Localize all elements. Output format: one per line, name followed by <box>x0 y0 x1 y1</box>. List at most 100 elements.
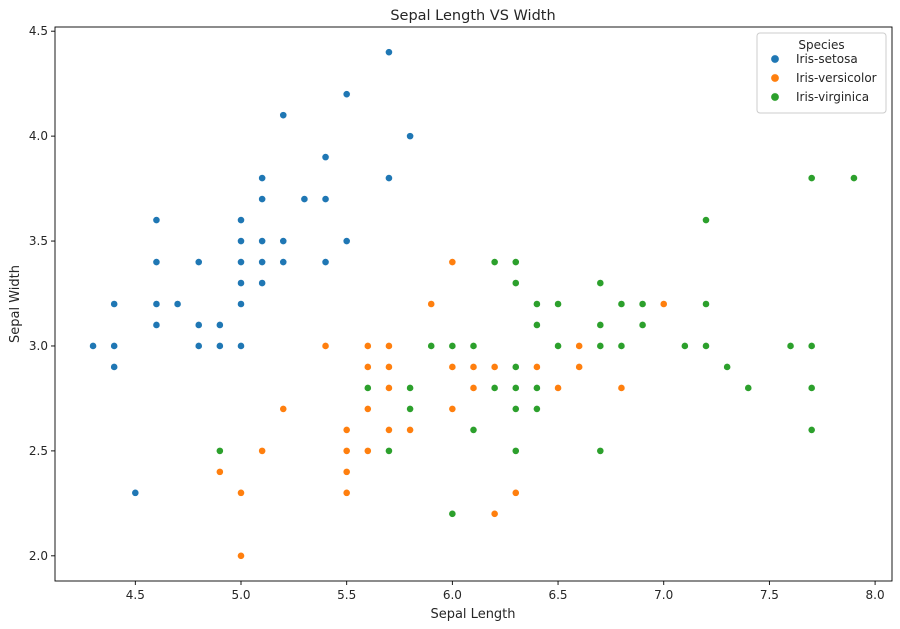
point-iris-virginica-49 <box>427 342 436 350</box>
point-iris-setosa-45 <box>194 342 203 350</box>
point-iris-versicolor-34 <box>321 342 330 350</box>
point-iris-setosa-4 <box>237 216 245 224</box>
point-iris-versicolor-19 <box>363 446 372 455</box>
point-iris-virginica-8 <box>596 446 605 455</box>
y-axis-label: Sepal Width <box>8 265 23 343</box>
point-iris-virginica-45 <box>596 342 605 350</box>
point-iris-versicolor-3 <box>342 488 351 497</box>
point-iris-setosa-26 <box>237 258 245 266</box>
legend-items: Iris-setosa Iris-versicolor Iris-virginica <box>770 52 877 104</box>
point-iris-virginica-25 <box>702 300 710 308</box>
legend-marker <box>770 73 780 83</box>
point-iris-versicolor-29 <box>385 426 393 434</box>
point-iris-setosa-6 <box>152 258 161 266</box>
point-iris-virginica-11 <box>533 405 541 413</box>
point-iris-versicolor-7 <box>215 467 224 476</box>
legend-title: Species <box>798 38 844 52</box>
point-iris-virginica-32 <box>533 384 541 392</box>
point-iris-virginica-5 <box>786 342 795 350</box>
y-axis: 2.0 2.5 3.0 3.5 4.0 4.5 <box>29 24 55 563</box>
point-iris-virginica-12 <box>617 342 626 350</box>
point-iris-virginica-10 <box>554 300 562 308</box>
point-iris-setosa-30 <box>194 321 203 329</box>
point-iris-virginica-20 <box>638 300 647 308</box>
point-iris-virginica-37 <box>533 321 541 329</box>
x-tick-label: 6.5 <box>548 588 567 602</box>
x-tick-label: 8.0 <box>866 588 885 602</box>
point-iris-versicolor-46 <box>385 363 393 371</box>
x-tick-label: 6.0 <box>443 588 462 602</box>
point-iris-versicolor-45 <box>385 342 393 350</box>
point-iris-virginica-31 <box>850 174 858 182</box>
point-iris-virginica-13 <box>385 446 393 455</box>
point-iris-versicolor-0 <box>659 300 668 308</box>
point-iris-virginica-14 <box>406 384 414 392</box>
point-iris-setosa-25 <box>237 342 245 350</box>
x-tick-label: 5.5 <box>337 588 356 602</box>
point-iris-versicolor-47 <box>490 363 499 371</box>
x-tick-label: 4.5 <box>126 588 145 602</box>
point-iris-setosa-13 <box>89 342 97 350</box>
point-iris-versicolor-20 <box>427 300 436 308</box>
point-iris-virginica-43 <box>617 300 626 308</box>
point-iris-versicolor-23 <box>469 384 478 392</box>
point-iris-setosa-14 <box>406 132 414 141</box>
point-iris-versicolor-49 <box>385 384 393 392</box>
point-iris-virginica-29 <box>702 342 710 350</box>
y-tick-label: 2.5 <box>29 444 48 458</box>
point-iris-versicolor-35 <box>448 258 457 266</box>
point-iris-setosa-39 <box>258 258 267 266</box>
plot-frame <box>54 26 893 582</box>
y-tick-label: 3.5 <box>29 234 48 248</box>
y-tick-label: 3.0 <box>29 339 48 353</box>
x-axis-label: Sepal Length <box>430 607 515 622</box>
point-iris-versicolor-26 <box>617 384 626 392</box>
point-iris-setosa-3 <box>152 321 161 329</box>
point-iris-virginica-3 <box>511 363 520 371</box>
point-iris-virginica-40 <box>596 321 605 329</box>
point-iris-virginica-36 <box>511 258 520 266</box>
point-iris-setosa-41 <box>131 488 140 497</box>
y-tick-label: 4.0 <box>29 129 48 143</box>
point-iris-virginica-2 <box>680 342 689 350</box>
y-tick-label: 2.0 <box>29 549 48 563</box>
point-iris-virginica-22 <box>807 384 816 392</box>
point-iris-virginica-7 <box>723 363 732 371</box>
point-iris-setosa-8 <box>110 363 119 371</box>
point-iris-setosa-49 <box>237 279 245 287</box>
point-iris-versicolor-38 <box>363 342 372 350</box>
point-iris-setosa-22 <box>152 216 161 224</box>
x-tick-label: 5.0 <box>231 588 250 602</box>
legend-label: Iris-virginica <box>796 90 869 104</box>
point-iris-setosa-17 <box>258 237 267 245</box>
x-tick-label: 7.0 <box>654 588 673 602</box>
point-iris-setosa-37 <box>215 321 224 329</box>
point-iris-versicolor-24 <box>533 363 541 371</box>
point-iris-setosa-16 <box>321 153 330 162</box>
point-iris-versicolor-39 <box>342 446 351 455</box>
point-iris-versicolor-28 <box>448 363 457 371</box>
point-iris-virginica-15 <box>533 300 541 308</box>
legend-marker <box>770 54 780 64</box>
chart-title: Sepal Length VS Width <box>390 8 555 24</box>
point-iris-virginica-0 <box>511 279 520 287</box>
point-iris-versicolor-10 <box>237 551 245 560</box>
point-iris-versicolor-25 <box>575 342 584 350</box>
point-iris-versicolor-43 <box>237 488 245 497</box>
point-iris-virginica-27 <box>469 342 478 350</box>
point-iris-versicolor-4 <box>554 384 562 392</box>
legend-label: Iris-versicolor <box>796 71 877 85</box>
point-iris-setosa-29 <box>173 300 182 308</box>
point-iris-setosa-47 <box>152 300 161 308</box>
point-iris-setosa-32 <box>279 111 288 120</box>
point-iris-setosa-48 <box>300 195 309 203</box>
x-axis: 4.5 5.0 5.5 6.0 6.5 7.0 7.5 8.0 <box>126 581 885 602</box>
point-iris-virginica-33 <box>511 384 520 392</box>
point-iris-versicolor-40 <box>342 426 351 434</box>
point-iris-virginica-21 <box>363 384 372 392</box>
point-iris-virginica-17 <box>807 174 816 182</box>
point-iris-versicolor-14 <box>363 363 372 371</box>
point-iris-versicolor-42 <box>406 426 414 434</box>
point-iris-versicolor-33 <box>448 405 457 413</box>
legend-label: Iris-setosa <box>796 52 858 66</box>
